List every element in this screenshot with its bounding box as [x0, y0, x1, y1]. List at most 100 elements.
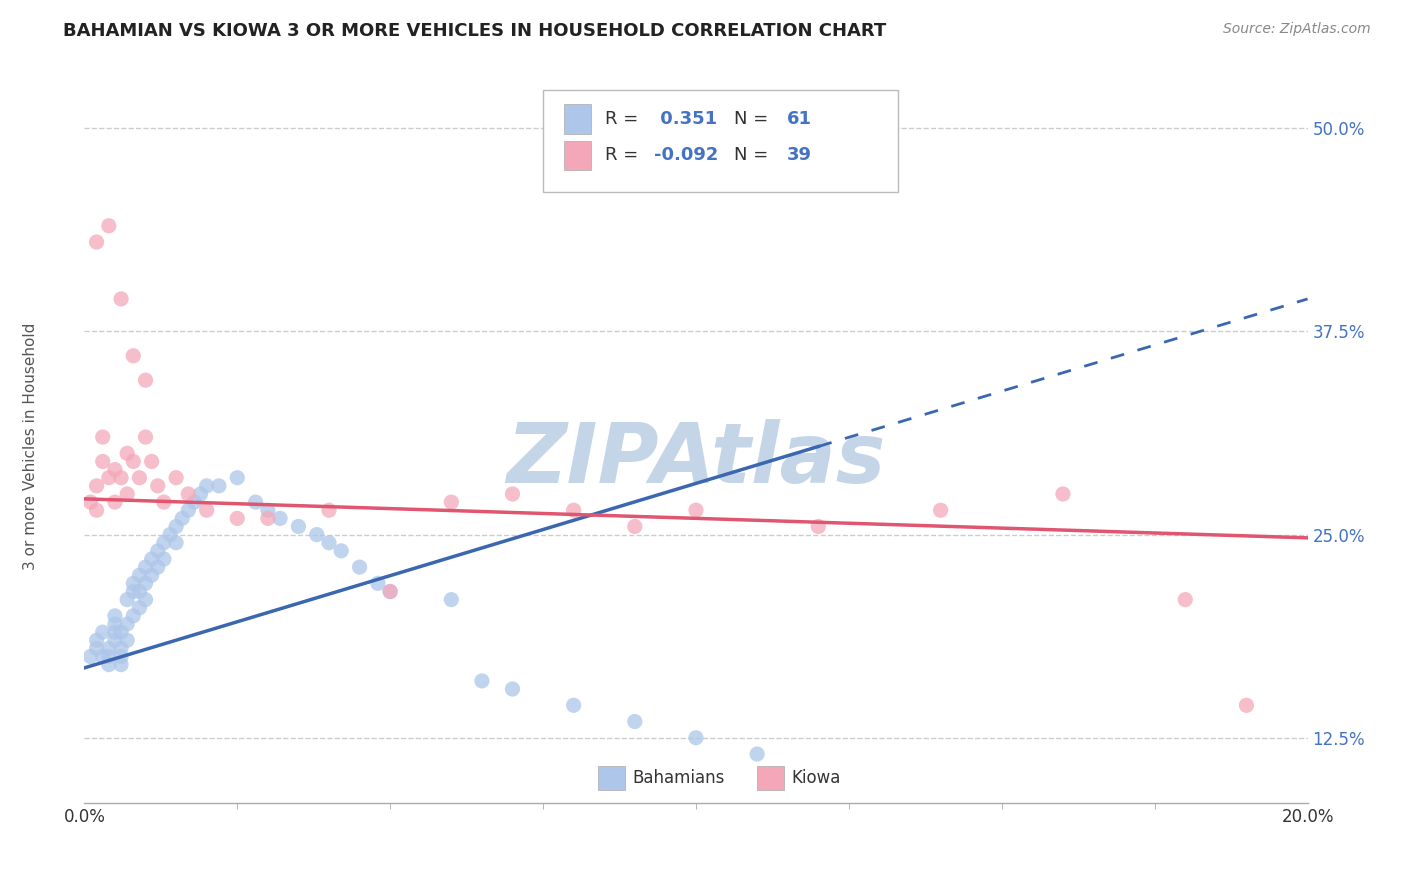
- Point: [624, 519, 647, 533]
- Text: N =: N =: [734, 146, 773, 164]
- Point: [807, 519, 830, 533]
- Point: [330, 544, 353, 558]
- Bar: [758, 766, 785, 789]
- Point: [318, 535, 340, 549]
- Point: [562, 503, 585, 517]
- Point: [502, 487, 524, 501]
- Point: [165, 535, 187, 549]
- Point: [685, 731, 707, 745]
- Bar: [564, 104, 591, 134]
- Point: [269, 511, 291, 525]
- Point: [128, 584, 150, 599]
- Point: [349, 560, 371, 574]
- Point: [624, 714, 647, 729]
- Text: -0.092: -0.092: [654, 146, 718, 164]
- Point: [141, 568, 163, 582]
- Point: [110, 657, 132, 672]
- Point: [135, 430, 157, 444]
- Text: N =: N =: [734, 110, 773, 128]
- Point: [502, 681, 524, 696]
- FancyBboxPatch shape: [543, 90, 898, 192]
- Point: [141, 552, 163, 566]
- Text: 3 or more Vehicles in Household: 3 or more Vehicles in Household: [24, 322, 38, 570]
- Point: [440, 495, 463, 509]
- Point: [135, 373, 157, 387]
- Point: [471, 673, 494, 688]
- Point: [122, 576, 145, 591]
- Point: [97, 641, 120, 656]
- Point: [226, 471, 249, 485]
- Point: [141, 454, 163, 468]
- Point: [929, 503, 952, 517]
- Point: [110, 292, 132, 306]
- Point: [79, 649, 101, 664]
- Point: [685, 503, 707, 517]
- Point: [195, 503, 218, 517]
- Text: 39: 39: [786, 146, 811, 164]
- Point: [91, 649, 114, 664]
- Point: [172, 511, 194, 525]
- Point: [367, 576, 389, 591]
- Point: [562, 698, 585, 713]
- Point: [245, 495, 267, 509]
- Point: [380, 584, 402, 599]
- Point: [153, 552, 176, 566]
- Point: [97, 219, 120, 233]
- Point: [287, 519, 309, 533]
- Point: [318, 503, 340, 517]
- Point: [257, 503, 280, 517]
- Point: [208, 479, 231, 493]
- Point: [86, 503, 108, 517]
- Point: [146, 544, 169, 558]
- Point: [380, 584, 402, 599]
- Text: Kiowa: Kiowa: [792, 769, 841, 787]
- Text: 61: 61: [786, 110, 811, 128]
- Point: [104, 617, 127, 632]
- Point: [115, 617, 138, 632]
- Point: [110, 471, 132, 485]
- Point: [128, 568, 150, 582]
- Point: [135, 576, 157, 591]
- Point: [183, 495, 205, 509]
- Point: [86, 641, 108, 656]
- Point: [1052, 487, 1074, 501]
- Point: [135, 592, 157, 607]
- Text: ZIPAtlas: ZIPAtlas: [506, 418, 886, 500]
- Point: [110, 649, 132, 664]
- Point: [153, 535, 176, 549]
- Point: [305, 527, 328, 541]
- Point: [97, 471, 120, 485]
- Point: [122, 349, 145, 363]
- Point: [115, 487, 138, 501]
- Point: [86, 235, 108, 249]
- Point: [91, 625, 114, 640]
- Point: [115, 446, 138, 460]
- Point: [1174, 592, 1197, 607]
- Point: [91, 430, 114, 444]
- Point: [104, 625, 127, 640]
- Point: [128, 600, 150, 615]
- Point: [177, 487, 200, 501]
- Point: [110, 641, 132, 656]
- Text: BAHAMIAN VS KIOWA 3 OR MORE VEHICLES IN HOUSEHOLD CORRELATION CHART: BAHAMIAN VS KIOWA 3 OR MORE VEHICLES IN …: [63, 22, 887, 40]
- Point: [122, 608, 145, 623]
- Text: 0.351: 0.351: [654, 110, 717, 128]
- Point: [86, 479, 108, 493]
- Point: [257, 511, 280, 525]
- Point: [165, 519, 187, 533]
- Point: [128, 471, 150, 485]
- Point: [115, 592, 138, 607]
- Point: [104, 608, 127, 623]
- Point: [177, 503, 200, 517]
- Point: [104, 462, 127, 476]
- Point: [97, 649, 120, 664]
- Bar: [598, 766, 626, 789]
- Point: [440, 592, 463, 607]
- Point: [146, 479, 169, 493]
- Point: [110, 625, 132, 640]
- Point: [86, 633, 108, 648]
- Point: [190, 487, 212, 501]
- Point: [153, 495, 176, 509]
- Text: Bahamians: Bahamians: [633, 769, 724, 787]
- Text: R =: R =: [606, 110, 644, 128]
